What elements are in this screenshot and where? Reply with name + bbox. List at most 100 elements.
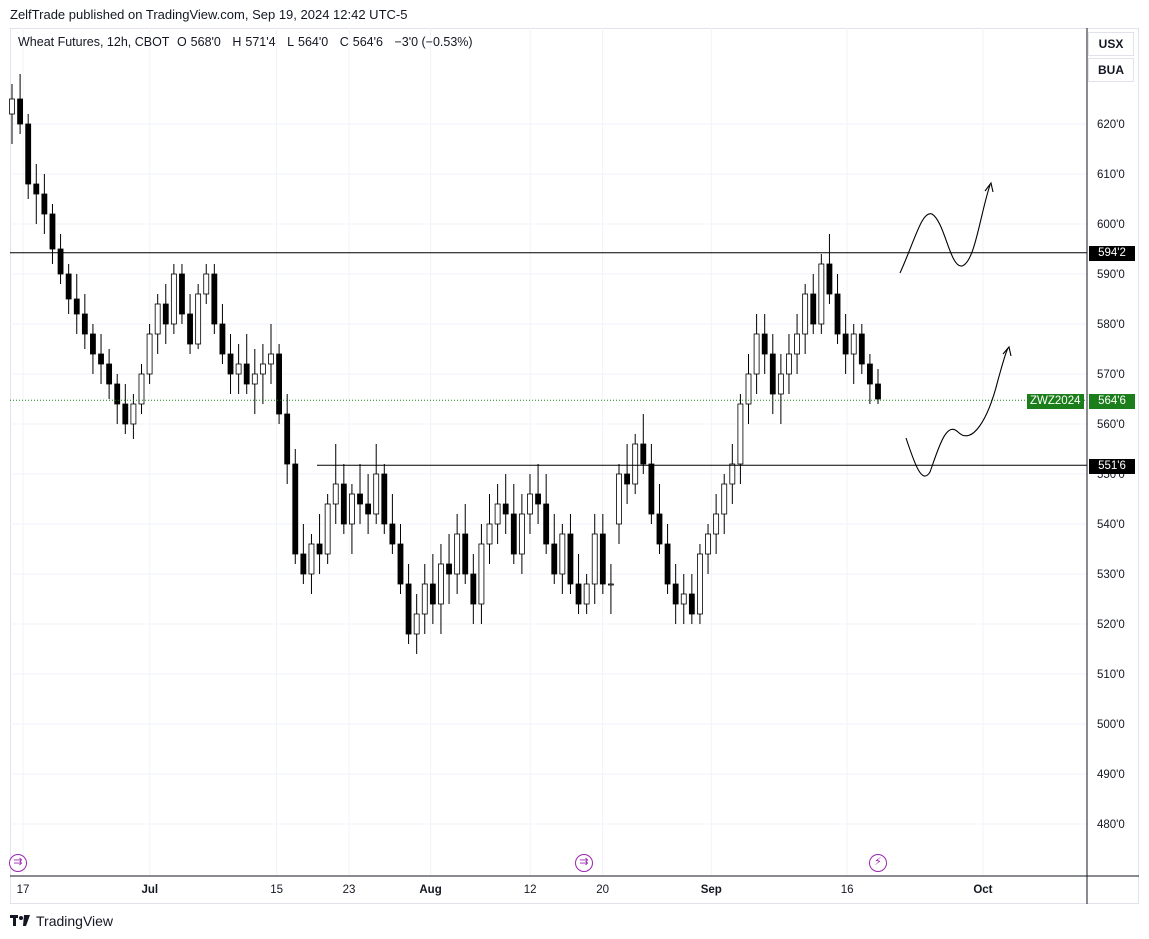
candle-body: [608, 583, 614, 586]
candle-body: [462, 533, 469, 575]
legend-symbol: Wheat Futures, 12h, CBOT: [18, 35, 170, 49]
candle-body: [769, 353, 776, 395]
x-tick-label: 17: [17, 884, 30, 896]
x-tick-label: Oct: [973, 884, 992, 896]
candle-body: [656, 513, 663, 545]
candle-body: [276, 353, 282, 415]
candle-body: [697, 553, 703, 615]
candle-body: [389, 523, 396, 545]
y-tick-label: 490'0: [1097, 769, 1125, 781]
candle-body: [170, 273, 177, 325]
candle-body: [834, 293, 841, 335]
arrowhead-upper: [984, 181, 994, 193]
candle-body: [195, 293, 202, 345]
candle-body: [397, 543, 404, 585]
y-tick-label: 480'0: [1097, 819, 1125, 831]
candle-body: [219, 323, 226, 355]
candle-body: [49, 213, 56, 250]
candle-body: [510, 513, 517, 555]
candle-body: [705, 533, 711, 555]
tradingview-logo[interactable]: TradingView: [10, 913, 113, 929]
legend-change: −3'0 (−0.53%): [394, 35, 473, 49]
legend-open-value: 568'0: [190, 35, 221, 49]
candle-body: [106, 363, 113, 385]
candle-body: [332, 483, 339, 505]
x-tick-label: 16: [841, 884, 854, 896]
y-tick-label: 610'0: [1097, 169, 1125, 181]
candle-body: [211, 273, 218, 325]
candle-body: [243, 363, 250, 385]
candle-body: [373, 473, 380, 515]
candle-body: [65, 273, 72, 300]
candle-body: [203, 273, 210, 295]
currency-usx-button[interactable]: USX: [1088, 32, 1134, 56]
brand-name: TradingView: [36, 913, 114, 929]
candle-body: [632, 443, 639, 485]
candle-body: [413, 613, 420, 635]
candle-body: [130, 403, 137, 425]
candles-layer: [9, 74, 881, 654]
candle-body: [567, 533, 574, 585]
projection-path-upper: [899, 184, 991, 274]
candle-body: [429, 583, 436, 605]
candle-body: [470, 573, 477, 605]
projection-path-lower: [905, 347, 1009, 477]
publish-info: ZelfTrade published on TradingView.com, …: [10, 7, 408, 22]
candle-body: [842, 333, 849, 355]
level-label-upper: 594'2: [1089, 246, 1135, 261]
candle-body: [850, 333, 857, 355]
candle-body: [745, 373, 752, 405]
candle-body: [57, 248, 64, 275]
arrowhead-lower: [1002, 345, 1012, 357]
candle-body: [438, 563, 444, 605]
candle-body: [518, 513, 525, 555]
x-tick-label: 20: [596, 884, 609, 896]
candle-body: [688, 593, 695, 615]
candle-body: [381, 473, 388, 525]
dividend-event-icon[interactable]: ⇉: [575, 854, 593, 872]
candle-body: [324, 503, 331, 555]
y-tick-label: 600'0: [1097, 219, 1125, 231]
candle-body: [535, 493, 541, 505]
x-tick-label: Sep: [701, 884, 722, 896]
candle-body: [90, 333, 96, 355]
x-tick-label: Jul: [142, 884, 159, 896]
candle-body: [664, 543, 671, 585]
candle-body: [446, 563, 452, 575]
candle-body: [25, 123, 32, 185]
legend-low-value: 564'0: [298, 35, 329, 49]
candle-body: [640, 443, 647, 465]
candle-body: [777, 373, 784, 395]
tradingview-mark-icon: [10, 915, 30, 926]
candle-body: [680, 593, 687, 605]
y-tick-label: 570'0: [1097, 369, 1125, 381]
candle-body: [300, 553, 307, 575]
candle-body: [41, 193, 48, 215]
y-tick-label: 590'0: [1097, 269, 1125, 281]
candle-body: [227, 353, 234, 375]
candle-body: [138, 373, 145, 405]
candle-body: [478, 543, 485, 605]
y-tick-label: 530'0: [1097, 569, 1125, 581]
candle-body: [405, 583, 412, 635]
candle-body: [559, 533, 566, 575]
candle-body: [316, 543, 323, 555]
lightning-event-icon[interactable]: ⚡: [869, 854, 887, 872]
candle-body: [786, 353, 792, 375]
y-tick-label: 500'0: [1097, 719, 1125, 731]
candle-body: [98, 353, 104, 365]
candle-body: [875, 383, 881, 400]
y-tick-label: 540'0: [1097, 519, 1125, 531]
dividend-event-icon[interactable]: ⇉: [9, 854, 27, 872]
currency-bua-button[interactable]: BUA: [1088, 58, 1134, 82]
candle-body: [761, 333, 768, 355]
current-price-label: 564'6: [1089, 394, 1135, 409]
candle-body: [591, 533, 598, 585]
candle-body: [494, 503, 501, 525]
candle-body: [713, 513, 720, 535]
candle-body: [33, 183, 40, 195]
x-tick-label: Aug: [419, 884, 441, 896]
x-tick-label: 15: [270, 884, 283, 896]
candle-body: [502, 503, 509, 515]
